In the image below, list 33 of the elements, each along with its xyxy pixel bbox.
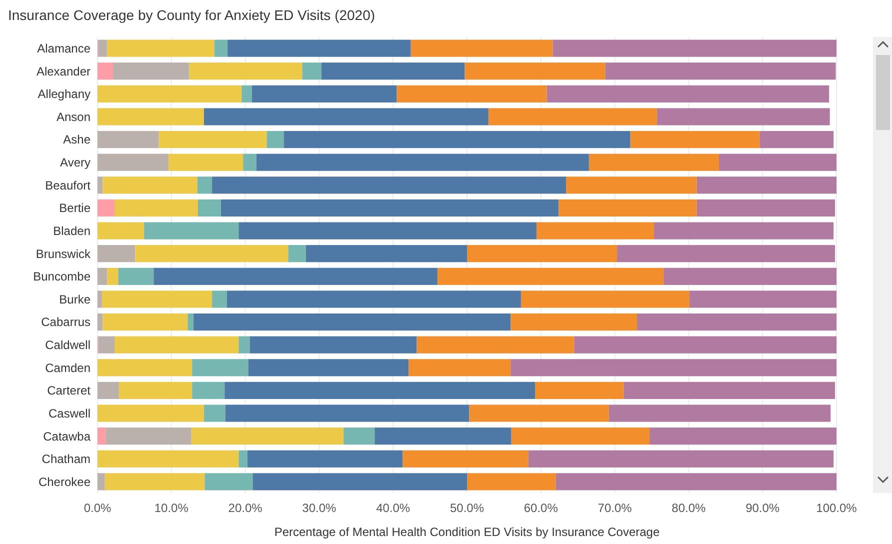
x-tick-label: 60.0% xyxy=(524,501,558,515)
x-tick-label: 10.0% xyxy=(154,501,189,515)
x-axis-title: Percentage of Mental Health Condition ED Visits by Insurance Coverage xyxy=(274,525,660,539)
y-tick-label: Buncombe xyxy=(33,270,91,284)
x-tick-label: 70.0% xyxy=(598,501,632,515)
y-tick-label: Carteret xyxy=(47,384,92,398)
x-tick-label: 80.0% xyxy=(672,501,706,515)
y-tick-label: Cherokee xyxy=(38,474,91,489)
y-tick-label: Avery xyxy=(60,156,90,170)
y-tick-label: Cabarrus xyxy=(41,315,90,330)
y-tick-label: Camden xyxy=(45,360,90,375)
y-tick-label: Anson xyxy=(56,110,90,124)
y-tick-label: Burke xyxy=(59,292,91,306)
x-tick-label: 40.0% xyxy=(376,501,410,515)
y-tick-label: Beaufort xyxy=(45,178,92,192)
y-tick-label: Bertie xyxy=(59,201,91,216)
y-tick-label: Alexander xyxy=(36,64,90,78)
x-tick-label: 90.0% xyxy=(746,501,780,515)
x-tick-label: 0.0% xyxy=(84,501,112,515)
x-tick-label: 20.0% xyxy=(228,501,263,515)
y-tick-label: Alleghany xyxy=(38,87,90,102)
x-tick-label: 100.0% xyxy=(816,501,858,515)
y-tick-label: Catawba xyxy=(43,429,91,444)
y-tick-label: Caswell xyxy=(48,406,90,420)
y-tick-label: Alamance xyxy=(37,41,91,56)
y-tick-label: Bladen xyxy=(53,224,90,238)
y-tick-label: Caldwell xyxy=(45,338,90,352)
x-tick-label: 50.0% xyxy=(450,501,484,515)
y-tick-label: Ashe xyxy=(63,132,91,147)
y-tick-label: Chatham xyxy=(42,452,90,466)
x-tick-label: 30.0% xyxy=(302,501,337,515)
y-tick-label: Brunswick xyxy=(36,246,92,261)
chart-title: Insurance Coverage by County for Anxiety ED Visits (2020) xyxy=(8,7,376,23)
